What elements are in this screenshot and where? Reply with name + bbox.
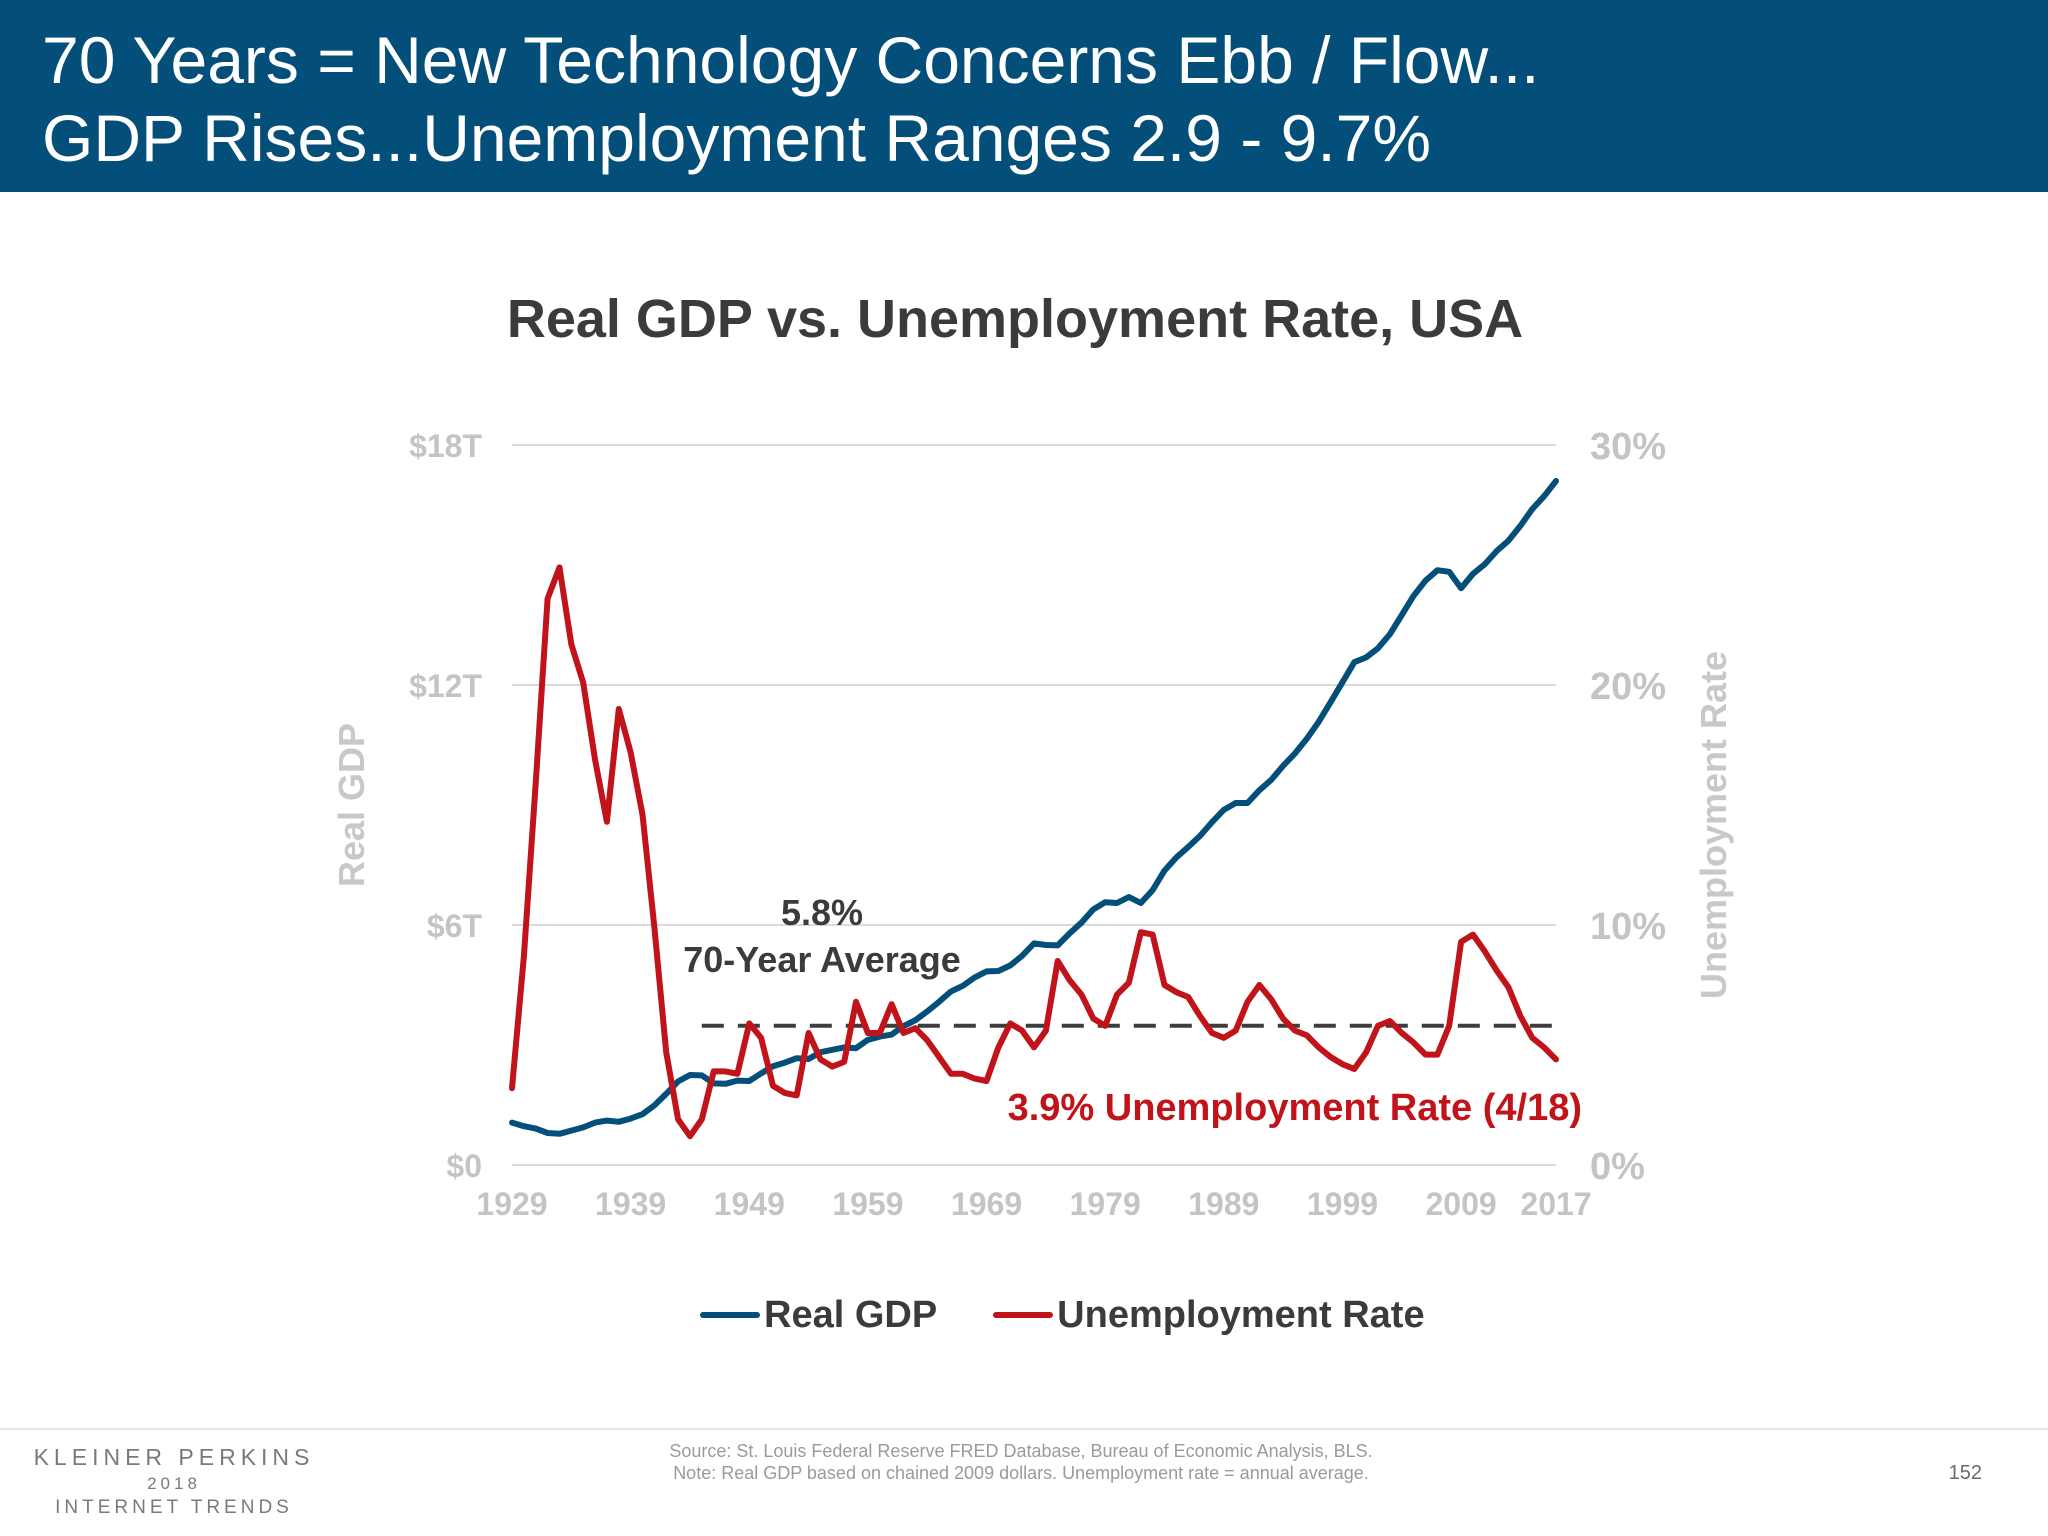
chart-title: Real GDP vs. Unemployment Rate, USA [0,288,2048,350]
y-tick-label-left: $18T [409,428,482,464]
series-line-real-gdp [509,478,1559,1137]
x-tick-label: 1969 [951,1186,1022,1222]
legend: Real GDP Unemployment Rate [700,1290,1481,1340]
x-tick-label: 1929 [476,1186,547,1222]
header-bar: 70 Years = New Technology Concerns Ebb /… [0,0,2048,192]
source-note: Source: St. Louis Federal Reserve FRED D… [669,1441,1373,1461]
y-tick-label-right: 10% [1590,906,1666,948]
y-tick-label-left: $6T [427,908,483,944]
x-tick-label: 1959 [832,1186,903,1222]
reference-label-text: 70-Year Average [683,939,961,980]
x-tick-label: 1989 [1188,1186,1259,1222]
logo-line-1: KLEINER PERKINS [33,1444,315,1470]
chart-title-text: Real GDP vs. Unemployment Rate, USA [506,289,1524,349]
grid-lines [512,444,1556,1166]
annotations: 3.9% Unemployment Rate (4/18) [1008,1087,1582,1129]
axis-titles: Real GDP Unemployment Rate [331,651,1734,999]
x-tick-label: 1949 [714,1186,785,1222]
slide-title-line-2: GDP Rises...Unemployment Ranges 2.9 - 9.… [42,101,1432,175]
reference-line-group: 5.8% 70-Year Average [683,892,1556,1028]
x-tick-label: 2017 [1520,1186,1591,1222]
y-axis-title-left: Real GDP [331,723,372,887]
reference-label-value: 5.8% [781,892,863,933]
series-line-unemployment-rate [509,564,1559,1140]
legend-item-unemployment-rate: Unemployment Rate [993,1293,1425,1337]
footer-divider [0,1428,2048,1430]
logo-line-3: INTERNET TRENDS [55,1497,293,1518]
legend-swatch-unemployment-rate [993,1312,1054,1318]
legend-swatch-real-gdp [700,1312,760,1318]
legend-label-unemployment-rate: Unemployment Rate [1057,1293,1425,1336]
series-lines [509,478,1559,1140]
legend-item-real-gdp: Real GDP [700,1294,937,1337]
legend-label-real-gdp: Real GDP [764,1293,938,1336]
data-note: Note: Real GDP based on chained 2009 dol… [673,1463,1369,1483]
y-axis-title-right: Unemployment Rate [1693,651,1734,999]
x-tick-label: 1979 [1070,1186,1141,1222]
y-tick-label-right: 20% [1590,666,1666,708]
slide-title-line-1: 70 Years = New Technology Concerns Ebb /… [42,23,1540,97]
y-tick-label-left: $12T [409,668,482,704]
y-tick-label-right: 30% [1590,426,1666,468]
page-number: 152 [1948,1462,1982,1484]
unemployment-annotation: 3.9% Unemployment Rate (4/18) [1008,1087,1582,1129]
x-tick-label: 2009 [1425,1186,1496,1222]
kleiner-perkins-logo: KLEINER PERKINS 2018 INTERNET TRENDS [24,1444,324,1519]
axis-ticks: $0 $6T $12T $18T 0% 10% 20% 30% 1929 1939 1949 1959… [409,426,1666,1222]
x-tick-label: 1939 [595,1186,666,1222]
y-tick-label-left: $0 [446,1148,482,1184]
y-tick-label-right: 0% [1590,1146,1645,1188]
footnote: Source: St. Louis Federal Reserve FRED D… [0,1440,2048,1484]
x-tick-label: 1999 [1307,1186,1378,1222]
logo-line-2: 2018 [147,1474,201,1493]
